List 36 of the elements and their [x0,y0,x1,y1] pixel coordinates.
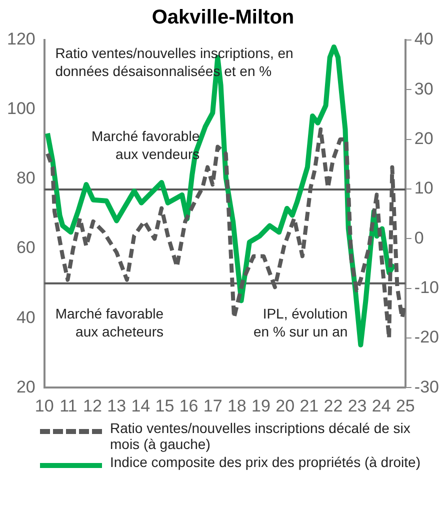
y-tick-label: 100 [6,99,36,118]
x-tick-label: 12 [83,396,102,416]
y2-tick-label: 0 [414,228,424,248]
y-tick-label: 120 [6,30,36,49]
x-tick-label: 11 [60,396,78,416]
y2-tick-label: -30 [414,377,440,396]
x-tick-label: 23 [348,396,367,416]
legend-label: Indice composite des prix des propriétés (à droite) [110,454,420,470]
annotation: Marché favorable aux acheteurs [55,306,164,340]
x-tick-label: 17 [203,396,222,416]
y-tick-label: 40 [16,308,36,327]
legend-label: Ratio ventes/nouvelles inscriptions décalé de six mois (à gauche) [110,420,412,452]
annotation: IPL, évolution en % sur un an [253,306,348,340]
x-tick-label: 25 [396,396,415,416]
line-series [45,127,406,340]
x-tick-label: 24 [372,396,391,416]
y2-tick-label: 10 [414,178,434,198]
y2-tick-label: 40 [414,30,434,49]
y2-tick-label: -10 [414,278,440,297]
y2-tick-label: -20 [414,328,440,347]
x-tick-label: 13 [107,396,126,416]
x-tick-label: 14 [131,396,150,416]
y2-tick-label: 30 [414,79,434,98]
x-tick-label: 16 [179,396,198,416]
y-tick-label: 60 [16,238,36,258]
x-tick-label: 18 [227,396,246,416]
x-tick-label: 22 [324,396,343,416]
chart-title: Oakville-Milton [152,6,294,29]
x-tick-label: 15 [155,396,174,416]
x-tick-label: 21 [300,396,319,416]
y2-tick-label: 20 [414,129,434,148]
x-tick-label: 10 [34,396,54,416]
y-tick-label: 20 [16,377,36,396]
y-tick-label: 80 [16,168,36,188]
x-tick-label: 20 [276,396,295,416]
x-tick-label: 19 [252,396,270,416]
